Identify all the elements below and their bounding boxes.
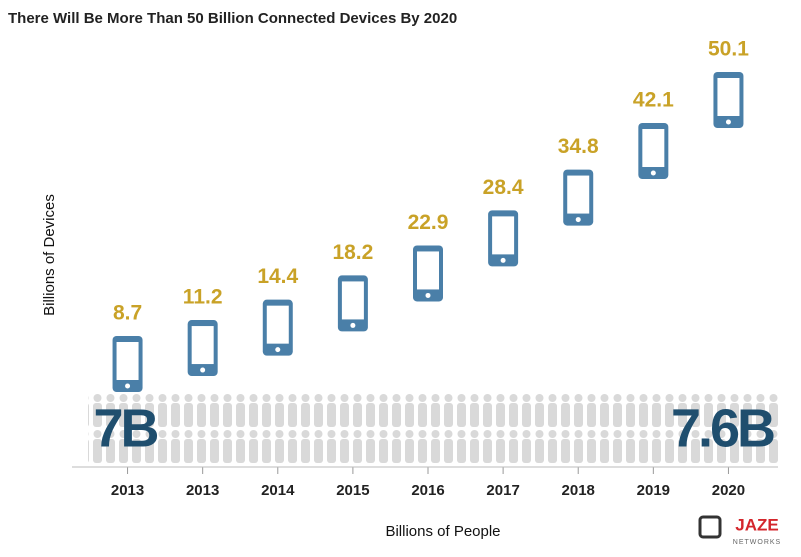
- people-band: [88, 393, 778, 465]
- x-tick-label: 2015: [336, 482, 369, 499]
- phone: [112, 336, 143, 392]
- x-tick-label: 2020: [712, 482, 745, 499]
- x-axis-label: Billions of People: [385, 523, 500, 540]
- phone-screen: [567, 175, 590, 214]
- value-label: 8.7: [113, 302, 142, 325]
- phone-screen: [642, 129, 665, 168]
- value-label: 28.4: [483, 176, 524, 199]
- phone-button: [500, 257, 506, 263]
- phone-button: [350, 322, 356, 328]
- people-start: 7B: [93, 398, 157, 458]
- phone: [638, 123, 669, 180]
- x-tick-label: 2018: [562, 482, 595, 499]
- y-axis-label: Billions of Devices: [41, 194, 58, 316]
- phone-screen: [191, 326, 214, 365]
- phone-screen: [341, 281, 364, 320]
- phone-screen: [266, 305, 289, 344]
- phone-button: [125, 383, 131, 389]
- x-tick-label: 2014: [261, 482, 295, 499]
- phone-button: [725, 119, 731, 125]
- x-tick-label: 2013: [111, 482, 144, 499]
- x-tick-label: 2019: [637, 482, 670, 499]
- phone-screen: [417, 251, 439, 290]
- phone: [563, 169, 594, 226]
- phone-button: [200, 367, 206, 373]
- phone: [262, 299, 293, 356]
- phone: [413, 245, 443, 302]
- phone: [713, 72, 744, 128]
- phone-button: [425, 292, 431, 298]
- value-label: 22.9: [408, 211, 449, 234]
- phone-button: [650, 170, 656, 176]
- phone-screen: [116, 342, 139, 380]
- phone: [187, 320, 218, 377]
- logo: JAZE NETWORKS: [698, 515, 781, 546]
- value-label: 14.4: [257, 265, 298, 288]
- phone-button: [275, 347, 281, 353]
- value-label: 34.8: [558, 135, 599, 158]
- value-label: 50.1: [708, 38, 749, 61]
- phone-screen: [492, 216, 515, 255]
- value-label: 42.1: [633, 89, 674, 112]
- chart-title: There Will Be More Than 50 Billion Conne…: [8, 10, 457, 27]
- phone: [488, 210, 519, 267]
- value-label: 11.2: [183, 286, 223, 309]
- phone-screen: [717, 78, 740, 116]
- x-tick-label: 2017: [486, 482, 519, 499]
- logo-name: JAZE: [735, 515, 778, 534]
- logo-sub: NETWORKS: [733, 539, 781, 546]
- x-tick-label: 2013: [186, 482, 219, 499]
- phone-button: [575, 217, 581, 223]
- x-tick-label: 2016: [411, 482, 444, 499]
- people-end: 7.6B: [671, 398, 774, 458]
- value-label: 18.2: [332, 241, 373, 264]
- logo-icon: [698, 515, 722, 539]
- phone: [337, 275, 368, 332]
